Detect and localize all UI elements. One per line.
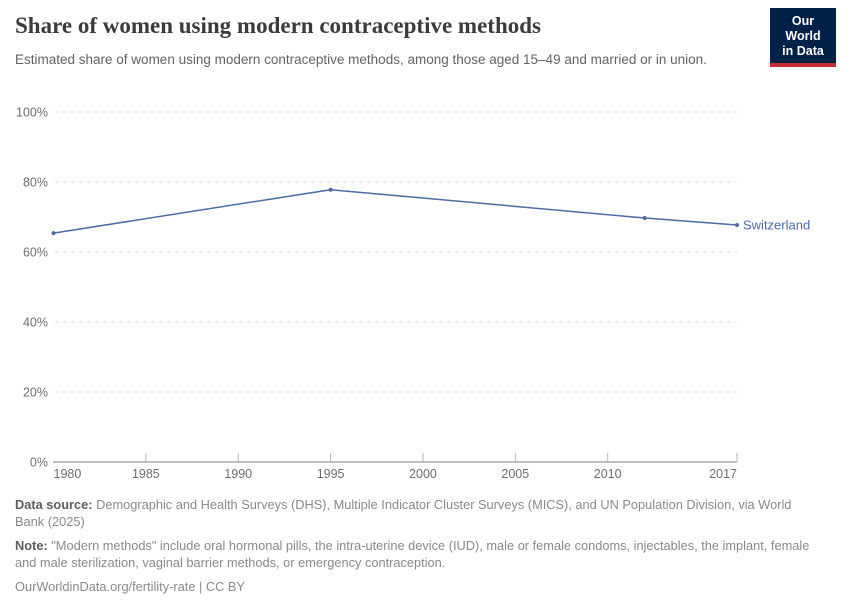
data-source-row: Data source: Demographic and Health Surv… <box>15 496 815 530</box>
y-axis-tick-label: 20% <box>23 386 48 400</box>
x-axis-tick-label: 2000 <box>409 467 437 481</box>
data-point[interactable] <box>735 223 739 228</box>
y-axis-tick-label: 0% <box>30 456 48 470</box>
owid-logo[interactable]: Our World in Data <box>770 8 836 68</box>
y-axis-tick-label: 40% <box>23 316 48 330</box>
note-text: "Modern methods" include oral hormonal p… <box>15 538 810 571</box>
x-axis-tick-label: 2017 <box>709 467 737 481</box>
data-source-text: Demographic and Health Surveys (DHS), Mu… <box>15 497 792 530</box>
x-axis-tick-label: 2010 <box>594 467 622 481</box>
line-chart-canvas[interactable]: 0% 20% 40% 60% 80% 100% 1980 1985 1990 1995 2000 20… <box>0 95 850 495</box>
data-point[interactable] <box>642 216 647 221</box>
note-row: Note: "Modern methods" include oral horm… <box>15 537 815 571</box>
chart-subtitle: Estimated share of women using modern co… <box>15 52 707 67</box>
owid-logo-line1: Our World <box>785 14 821 43</box>
x-axis-tick-label: 2005 <box>501 467 529 481</box>
y-axis-tick-label: 80% <box>23 176 48 190</box>
note-label: Note: <box>15 538 48 554</box>
owid-logo-line2: in Data <box>782 43 824 58</box>
data-point[interactable] <box>328 187 333 192</box>
data-point[interactable] <box>51 231 56 236</box>
x-axis-tick-label: 1985 <box>132 467 160 481</box>
y-axis-tick-label: 60% <box>23 246 48 260</box>
canonical-url-link[interactable]: OurWorldinData.org/fertility-rate <box>15 579 196 595</box>
citation-row: OurWorldinData.org/fertility-rate | CC B… <box>15 578 815 595</box>
license-link[interactable]: CC BY <box>205 579 245 595</box>
x-axis-tick-label: 1980 <box>54 467 82 481</box>
series-line-switzerland[interactable] <box>52 188 738 234</box>
x-axis-tick-label: 1995 <box>317 467 345 481</box>
y-axis-tick-label: 100% <box>16 106 48 120</box>
chart-footer: Data source: Demographic and Health Surv… <box>15 496 815 602</box>
chart-title: Share of women using modern contraceptiv… <box>15 13 541 38</box>
series-end-label[interactable]: Switzerland <box>743 218 810 233</box>
data-source-label: Data source: <box>15 497 93 512</box>
citation-separator: | <box>195 579 206 595</box>
x-axis-tick-label: 1990 <box>224 467 252 481</box>
